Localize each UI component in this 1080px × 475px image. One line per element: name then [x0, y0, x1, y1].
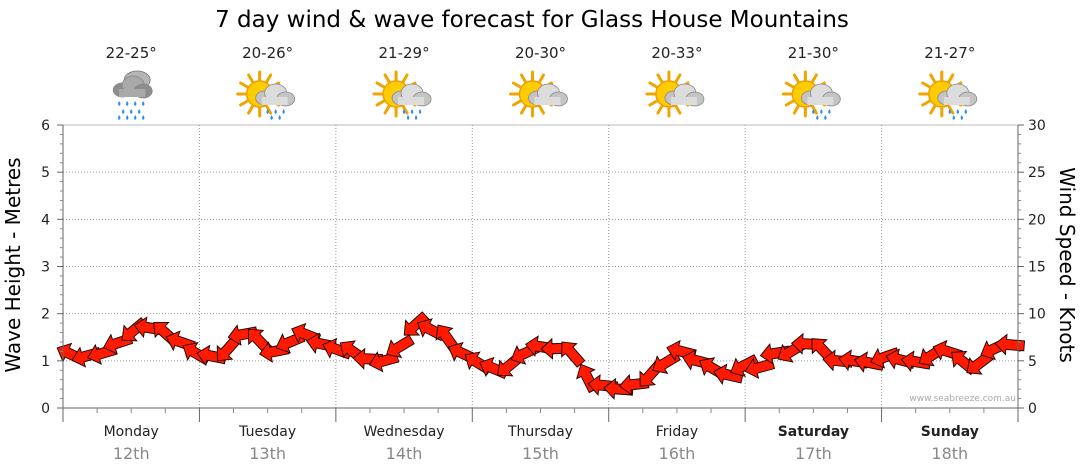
day-name-label: Thursday — [507, 424, 573, 440]
right-tick-label: 20 — [1028, 212, 1046, 228]
temperature-label: 20-26° — [242, 44, 293, 62]
day-name-label: Friday — [656, 424, 698, 440]
right-tick-label: 5 — [1028, 354, 1037, 370]
left-tick-label: 2 — [41, 307, 50, 323]
right-tick-label: 10 — [1028, 307, 1046, 323]
right-tick-label: 15 — [1028, 260, 1046, 276]
day-name-label: Tuesday — [238, 424, 296, 440]
sun-cloud-rain-icon — [372, 70, 432, 120]
day-name-label: Saturday — [778, 424, 849, 440]
temperature-label: 20-30° — [515, 44, 566, 62]
sun-cloud-icon — [509, 70, 568, 118]
left-tick-label: 3 — [41, 260, 50, 276]
left-tick-label: 6 — [41, 118, 50, 134]
day-axis: Monday 12th Tuesday 13th Wednesday 14th Thursd… — [62, 407, 1019, 463]
day-date-label: 13th — [249, 444, 286, 463]
temperature-label: 20-33° — [651, 44, 702, 62]
temperature-label: 21-30° — [788, 44, 839, 62]
day-date-label: 15th — [522, 444, 559, 463]
wind-arrow — [403, 311, 430, 336]
left-tick-label: 1 — [41, 354, 50, 370]
wind-arrows — [56, 311, 1026, 400]
day-date-label: 14th — [386, 444, 423, 463]
wind-arrow — [994, 333, 1026, 356]
right-tick-label: 0 — [1028, 401, 1037, 417]
grid — [62, 124, 1019, 409]
wave-height-axis-title: Wave Height - Metres — [1, 157, 25, 372]
day-name-label: Sunday — [921, 424, 979, 440]
chart-title: 7 day wind & wave forecast for Glass Hou… — [215, 7, 849, 33]
wind-speed-axis: 0 5 10 15 20 25 30 — [1017, 118, 1046, 417]
wind-arrow — [435, 324, 460, 353]
day-name-label: Wednesday — [364, 424, 445, 440]
day-date-label: 16th — [659, 444, 696, 463]
right-tick-label: 30 — [1028, 118, 1046, 134]
left-tick-label: 5 — [41, 165, 50, 181]
watermark: www.seabreeze.com.au — [909, 394, 1016, 404]
sun-cloud-rain-icon — [236, 70, 296, 120]
wind-speed-axis-title: Wind Speed - Knots — [1055, 167, 1079, 363]
day-name-label: Monday — [104, 424, 159, 440]
rain-cloud-icon — [112, 70, 153, 120]
temperature-labels: 22-25° 20-26° 21-29° 20-30° 20-33° 21-30° 21-2… — [106, 44, 976, 62]
left-tick-label: 0 — [41, 401, 50, 417]
wind-arrow — [561, 341, 586, 368]
day-date-label: 17th — [795, 444, 832, 463]
temperature-label: 21-27° — [924, 44, 975, 62]
sun-cloud-rain-icon — [781, 70, 841, 120]
temperature-label: 22-25° — [106, 44, 157, 62]
left-tick-label: 4 — [41, 212, 50, 228]
weather-icons — [112, 70, 978, 120]
wave-height-axis: 0 1 2 3 4 5 6 — [41, 118, 64, 417]
wind-arrow — [386, 334, 415, 358]
sun-cloud-icon — [645, 70, 705, 118]
sun-cloud-rain-icon — [918, 70, 978, 120]
temperature-label: 21-29° — [379, 44, 430, 62]
day-date-label: 12th — [113, 444, 150, 463]
wind-arrow — [730, 354, 760, 378]
day-date-label: 18th — [931, 444, 968, 463]
right-tick-label: 25 — [1028, 165, 1046, 181]
